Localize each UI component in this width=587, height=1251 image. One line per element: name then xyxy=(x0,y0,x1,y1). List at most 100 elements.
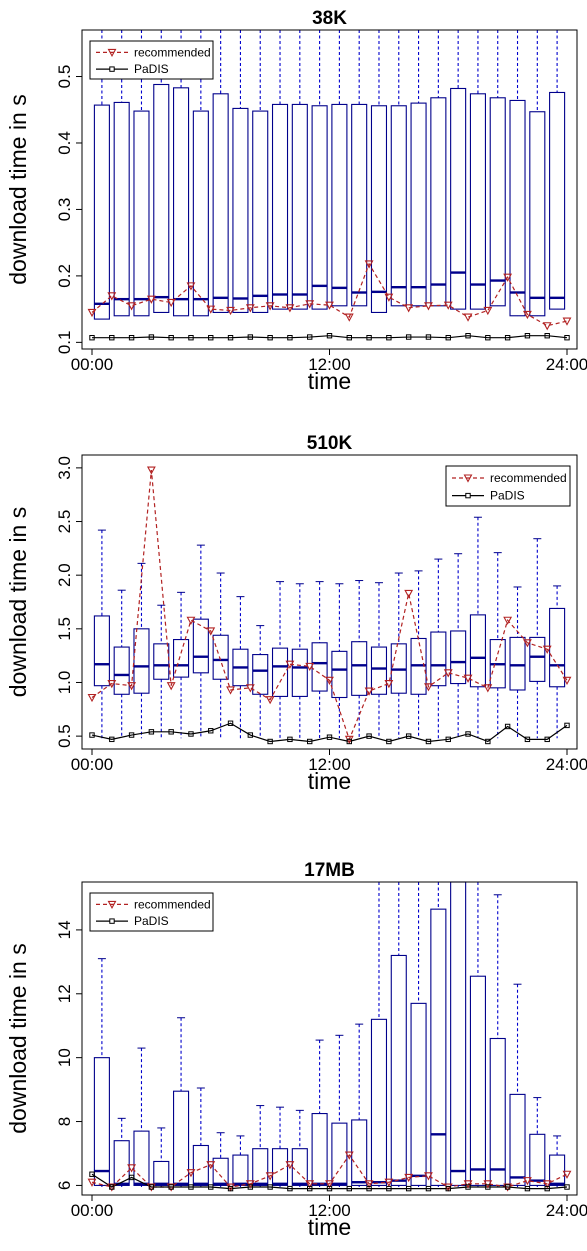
series-point-recommended xyxy=(503,273,513,282)
box-iqr xyxy=(192,618,209,674)
box-iqr xyxy=(252,110,269,313)
series-point-recommended xyxy=(424,683,433,692)
series-point-recommended xyxy=(562,317,572,326)
series-point-padis xyxy=(267,335,273,341)
series-point-padis xyxy=(188,731,194,737)
y-tick-label: 6 xyxy=(55,1181,74,1190)
series-point-recommended xyxy=(206,1161,216,1170)
series-point-padis xyxy=(465,333,471,339)
series-point-recommended xyxy=(285,304,295,313)
series-point-padis xyxy=(366,1185,372,1192)
series-point-recommended xyxy=(443,301,453,310)
box-iqr xyxy=(133,628,150,694)
series-point-padis xyxy=(564,335,570,341)
series-point-recommended xyxy=(483,1180,493,1189)
series-point-padis xyxy=(247,334,254,340)
series-point-padis xyxy=(326,1185,333,1192)
series-point-padis xyxy=(485,1184,491,1190)
legend-marker-padis xyxy=(109,918,115,924)
series-point-recommended xyxy=(325,676,334,685)
y-tick-label: 12 xyxy=(55,984,74,1003)
series-point-padis xyxy=(405,334,412,340)
box-iqr xyxy=(549,1154,566,1186)
series-point-recommended xyxy=(305,662,315,672)
series-point-padis xyxy=(89,732,95,738)
series-point-padis xyxy=(425,1185,432,1192)
box-iqr xyxy=(311,1113,328,1186)
y-tick-label: 2.5 xyxy=(55,510,74,534)
box-iqr xyxy=(509,99,526,317)
y-tick-label: 2.0 xyxy=(55,563,74,587)
series-point-recommended xyxy=(364,1180,374,1189)
series-line-recommended xyxy=(91,469,568,742)
y-tick-label: 1.5 xyxy=(55,617,74,641)
box-iqr xyxy=(113,1140,130,1186)
series-point-recommended xyxy=(384,293,394,302)
box-iqr xyxy=(133,1130,150,1186)
series-point-padis xyxy=(366,733,372,739)
series-point-recommended xyxy=(325,301,334,310)
box-iqr xyxy=(153,1160,170,1186)
series-point-padis xyxy=(445,335,451,341)
box-iqr xyxy=(192,110,209,317)
box-iqr xyxy=(311,642,328,692)
box-iqr xyxy=(212,634,229,680)
chart-title: 510K xyxy=(307,433,353,454)
series-point-padis xyxy=(425,738,432,745)
box-iqr xyxy=(271,103,289,310)
series-point-padis xyxy=(445,1185,451,1192)
series-point-recommended xyxy=(443,669,453,678)
series-point-recommended xyxy=(404,589,414,599)
series-point-padis xyxy=(544,1185,550,1192)
x-tick-label: 00:00 xyxy=(71,1201,114,1220)
series-point-padis xyxy=(346,335,352,341)
box-iqr xyxy=(430,631,447,687)
y-tick-label: 0.4 xyxy=(55,131,74,155)
series-point-padis xyxy=(128,335,135,341)
series-point-padis xyxy=(89,335,95,341)
box-iqr xyxy=(351,641,368,696)
box-iqr xyxy=(271,1148,289,1186)
series-point-padis xyxy=(188,335,194,341)
series-point-recommended xyxy=(384,679,394,689)
series-point-recommended xyxy=(186,616,196,625)
legend: recommended PaDIS xyxy=(89,40,214,80)
box-iqr xyxy=(509,1093,526,1186)
series-point-padis xyxy=(109,1184,115,1190)
series-point-recommended xyxy=(463,313,473,322)
series-point-recommended xyxy=(206,305,216,314)
series-point-recommended xyxy=(404,304,414,313)
series-point-padis xyxy=(544,736,550,743)
series-point-recommended xyxy=(87,1178,97,1187)
legend: recommended PaDIS xyxy=(89,892,214,932)
box-iqr xyxy=(390,105,407,307)
series-point-recommended xyxy=(285,1161,295,1170)
series-point-padis xyxy=(307,738,313,745)
y-axis-label: download time in s xyxy=(5,94,31,285)
box-iqr xyxy=(331,1122,348,1186)
y-tick-label: 14 xyxy=(55,920,74,939)
x-tick-label: 24:00 xyxy=(546,1201,587,1220)
box-iqr xyxy=(192,1144,209,1186)
box-iqr xyxy=(173,639,190,678)
series-point-recommended xyxy=(245,1180,255,1189)
box-iqr xyxy=(450,630,467,685)
series-point-recommended xyxy=(127,682,137,691)
box-iqr xyxy=(509,636,526,691)
box-iqr xyxy=(212,93,229,313)
series-point-recommended xyxy=(226,306,235,316)
series-point-padis xyxy=(148,334,155,340)
box-iqr xyxy=(331,103,348,307)
series-point-padis xyxy=(425,334,432,340)
series-point-recommended xyxy=(404,1173,414,1183)
y-tick-label: 10 xyxy=(55,1048,74,1067)
series-point-recommended xyxy=(344,1151,354,1160)
series-point-padis xyxy=(267,738,273,745)
legend-frame xyxy=(89,40,214,80)
series-point-recommended xyxy=(522,310,532,320)
box-iqr xyxy=(331,650,348,699)
series-point-recommended xyxy=(146,295,156,304)
box-iqr xyxy=(410,1002,427,1186)
series-point-padis xyxy=(326,734,333,740)
box-iqr xyxy=(291,103,308,310)
